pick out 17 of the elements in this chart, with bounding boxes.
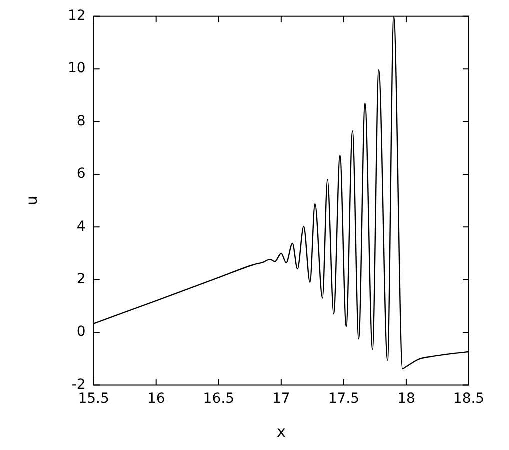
x-axis-title: x <box>276 422 286 441</box>
y-axis-title: u <box>22 196 41 206</box>
x-tick-label: 17.5 <box>328 391 360 408</box>
x-tick-label: 18.5 <box>453 391 485 408</box>
y-tick-label: 6 <box>76 166 86 182</box>
x-tick-label: 18 <box>398 391 416 408</box>
y-tick-label: 10 <box>68 60 86 77</box>
x-tick-label: 15.5 <box>78 391 110 408</box>
y-tick-label: 0 <box>76 324 86 340</box>
x-tick-label: 16 <box>147 391 166 408</box>
x-tick-label: 16.5 <box>203 391 234 408</box>
y-tick-label: 12 <box>68 8 86 24</box>
x-tick-label: 17 <box>272 391 290 408</box>
y-tick-label: -2 <box>72 376 86 393</box>
y-tick-label: 4 <box>76 218 86 235</box>
y-tick-label: 8 <box>76 113 86 130</box>
y-tick-label: 2 <box>76 271 86 288</box>
